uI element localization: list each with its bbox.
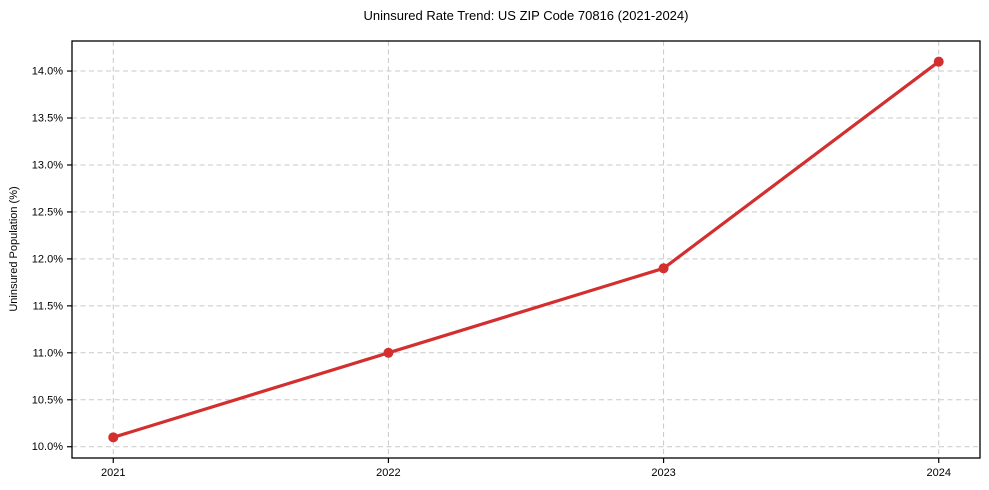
- data-point-marker: [108, 432, 119, 443]
- data-point-marker: [383, 347, 394, 358]
- y-tick-label: 10.0%: [32, 441, 63, 453]
- y-tick-label: 12.5%: [32, 206, 63, 218]
- y-tick-label: 11.5%: [33, 300, 64, 312]
- x-tick-label: 2024: [926, 467, 950, 479]
- y-tick-label: 13.5%: [32, 113, 63, 125]
- data-point-marker: [933, 56, 944, 67]
- chart-title: Uninsured Rate Trend: US ZIP Code 70816 …: [363, 8, 689, 23]
- x-tick-label: 2021: [101, 467, 125, 479]
- y-tick-label: 14.0%: [32, 66, 63, 78]
- trend-line: [111, 60, 941, 439]
- x-tick-label: 2022: [376, 467, 400, 479]
- data-point-marker: [658, 263, 669, 274]
- y-tick-label: 13.0%: [32, 159, 63, 171]
- plot-border: [71, 40, 981, 459]
- y-tick-label: 12.0%: [32, 253, 63, 265]
- y-tick-label: 10.5%: [32, 394, 63, 406]
- x-tick-label: 2023: [651, 467, 675, 479]
- y-tick-label: 11.0%: [33, 347, 64, 359]
